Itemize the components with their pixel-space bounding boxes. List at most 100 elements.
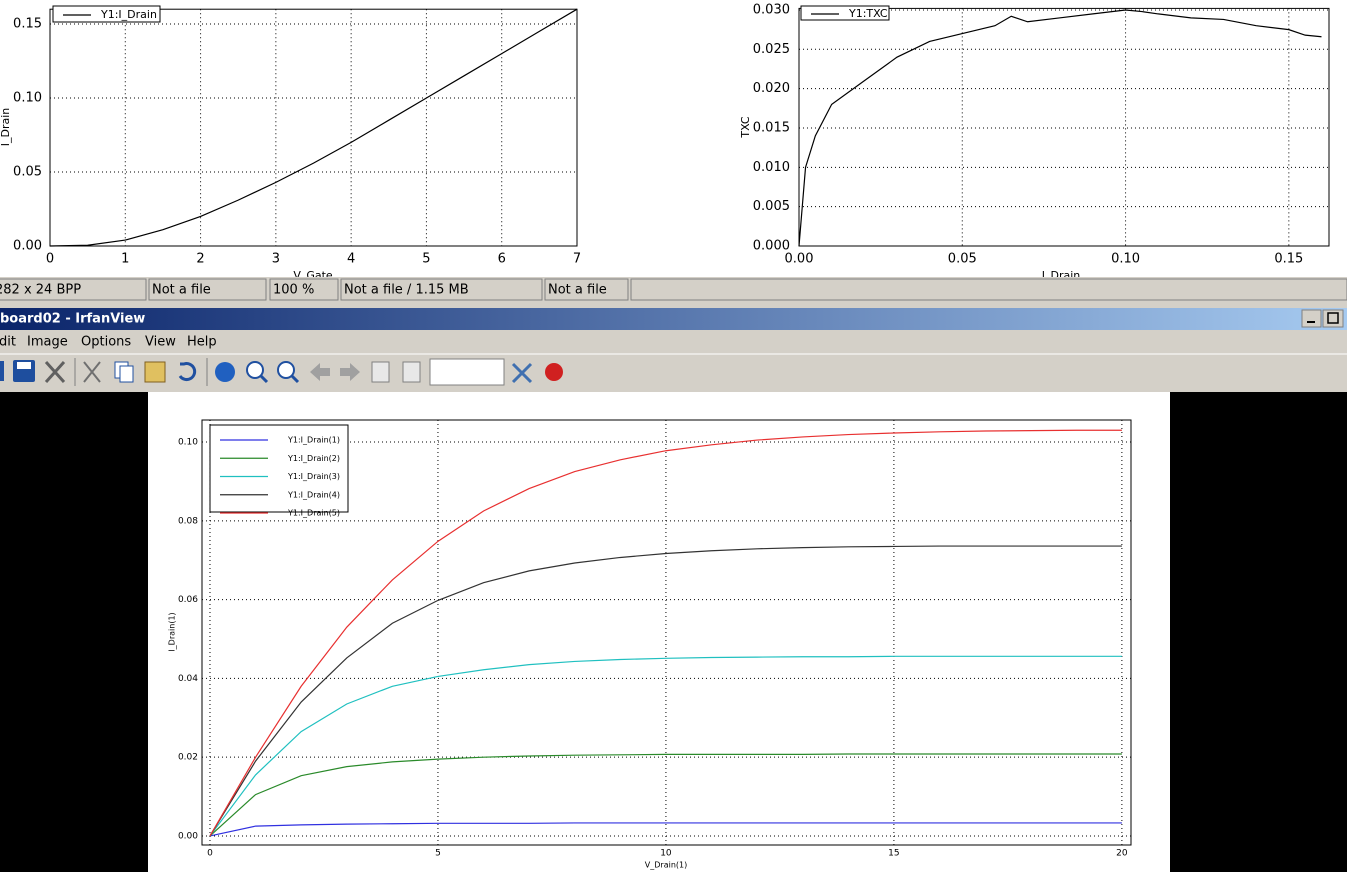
plot-area bbox=[201, 419, 1132, 846]
x-tick-label: 4 bbox=[347, 252, 355, 267]
menu-item[interactable]: dit bbox=[0, 335, 16, 350]
status-cell bbox=[544, 278, 629, 301]
status-cell bbox=[630, 278, 1347, 301]
menu-item[interactable]: Image bbox=[27, 335, 68, 350]
status-text: Not a file / 1.15 MB bbox=[344, 283, 469, 298]
x-tick-label: 3 bbox=[272, 252, 280, 267]
legend-label: Y1:I_Drain(5) bbox=[287, 509, 340, 518]
x-tick-label: 1 bbox=[121, 252, 129, 267]
plot-area bbox=[798, 7, 1330, 247]
y-tick-label: 0.010 bbox=[753, 160, 790, 175]
status-cell bbox=[340, 278, 543, 301]
x-tick-label: 2 bbox=[196, 252, 204, 267]
irfanview-ui: 282 x 24 BPP Not a file 100 % Not a file / … bbox=[0, 277, 1347, 392]
tool-cut[interactable] bbox=[83, 361, 101, 383]
menu-item[interactable]: Help bbox=[187, 335, 217, 350]
y-tick-label: 0.15 bbox=[13, 17, 42, 32]
tool-zoom-out-handle bbox=[290, 374, 300, 384]
x-tick-label: 0.05 bbox=[948, 252, 977, 267]
plot-area bbox=[49, 8, 578, 247]
y-tick-label: 0.08 bbox=[178, 516, 198, 526]
x-tick-label: 0.15 bbox=[1274, 252, 1303, 267]
status-text: 282 x 24 BPP bbox=[0, 283, 81, 298]
toolbar bbox=[0, 358, 563, 386]
legend-box bbox=[800, 5, 890, 21]
legend-box bbox=[52, 5, 161, 23]
y-tick-label: 0.02 bbox=[178, 753, 198, 763]
y-tick-label: 0.015 bbox=[753, 120, 790, 135]
maximize-icon bbox=[1327, 312, 1339, 324]
status-text: Not a file bbox=[548, 283, 607, 298]
y-tick-label: 0.000 bbox=[753, 239, 790, 254]
tool-paste[interactable] bbox=[144, 361, 166, 383]
series-line bbox=[209, 822, 1122, 837]
x-tick-label: 5 bbox=[422, 252, 430, 267]
tool-undo[interactable] bbox=[178, 362, 197, 381]
legend-label: Y1:I_Drain(1) bbox=[287, 436, 340, 445]
series-line bbox=[209, 753, 1122, 837]
x-tick-label: 10 bbox=[660, 849, 672, 859]
tool-prev[interactable] bbox=[310, 363, 330, 381]
tool-open[interactable] bbox=[0, 361, 4, 381]
y-axis-label: TXC bbox=[739, 116, 752, 138]
legend-label: Y1:I_Drain(4) bbox=[287, 490, 340, 499]
x-tick-label: 15 bbox=[888, 849, 899, 859]
y-tick-label: 0.005 bbox=[753, 199, 790, 214]
tool-delete[interactable] bbox=[44, 360, 66, 384]
x-tick-label: 6 bbox=[498, 252, 506, 267]
legend-label: Y1:I_Drain bbox=[100, 8, 157, 21]
y-tick-label: 0.04 bbox=[178, 674, 198, 684]
y-tick-label: 0.020 bbox=[753, 81, 790, 96]
tool-irfan[interactable] bbox=[545, 363, 563, 381]
menu-item[interactable]: View bbox=[145, 335, 176, 350]
tool-next[interactable] bbox=[340, 363, 360, 381]
y-axis-label: I_Drain bbox=[0, 108, 12, 147]
status-cell bbox=[269, 278, 339, 301]
x-tick-label: 20 bbox=[1116, 849, 1128, 859]
series-line bbox=[49, 8, 578, 247]
legend-label: Y1:TXC bbox=[848, 7, 888, 20]
minimize-button[interactable] bbox=[1301, 309, 1322, 328]
x-tick-label: 7 bbox=[573, 252, 581, 267]
y-axis-label: I_Drain(1) bbox=[168, 612, 177, 651]
y-tick-label: 0.030 bbox=[753, 2, 790, 17]
title-bar bbox=[0, 308, 1347, 330]
legend-label: Y1:I_Drain(3) bbox=[287, 472, 340, 481]
tool-zoom-in-handle bbox=[259, 374, 269, 384]
x-tick-label: 0.00 bbox=[785, 252, 814, 267]
page-input[interactable] bbox=[429, 358, 505, 386]
y-tick-label: 0.10 bbox=[178, 438, 198, 448]
menu-item[interactable]: Options bbox=[81, 335, 131, 350]
tool-last[interactable] bbox=[402, 361, 421, 383]
y-tick-label: 0.00 bbox=[13, 239, 42, 254]
menu-bar: dit Image Options View Help bbox=[0, 335, 217, 350]
tool-save-label bbox=[17, 362, 31, 369]
window-title: board02 - IrfanView bbox=[0, 312, 145, 327]
y-tick-label: 0.00 bbox=[178, 831, 198, 841]
tool-settings[interactable] bbox=[511, 362, 533, 384]
status-cell bbox=[0, 278, 147, 301]
tool-first[interactable] bbox=[371, 361, 390, 383]
y-tick-label: 0.05 bbox=[13, 165, 42, 180]
series-line bbox=[209, 429, 1122, 837]
status-cell bbox=[148, 278, 267, 301]
x-axis-label: V_Drain(1) bbox=[645, 861, 687, 870]
x-tick-label: 5 bbox=[435, 849, 441, 859]
y-tick-label: 0.06 bbox=[178, 595, 198, 605]
x-tick-label: 0 bbox=[46, 252, 54, 267]
series-line bbox=[209, 655, 1122, 837]
status-cells: 282 x 24 BPP Not a file 100 % Not a file / … bbox=[0, 278, 1347, 301]
tool-zoom-in[interactable] bbox=[246, 361, 264, 379]
series-line bbox=[798, 9, 1322, 247]
y-tick-label: 0.025 bbox=[753, 42, 790, 57]
x-tick-label: 0 bbox=[207, 849, 213, 859]
tool-zoom-out[interactable] bbox=[277, 361, 295, 379]
status-text: 100 % bbox=[273, 283, 314, 298]
status-text: Not a file bbox=[152, 283, 211, 298]
tool-copy-2 bbox=[119, 365, 134, 383]
y-tick-label: 0.10 bbox=[13, 91, 42, 106]
tool-info[interactable] bbox=[215, 362, 235, 382]
